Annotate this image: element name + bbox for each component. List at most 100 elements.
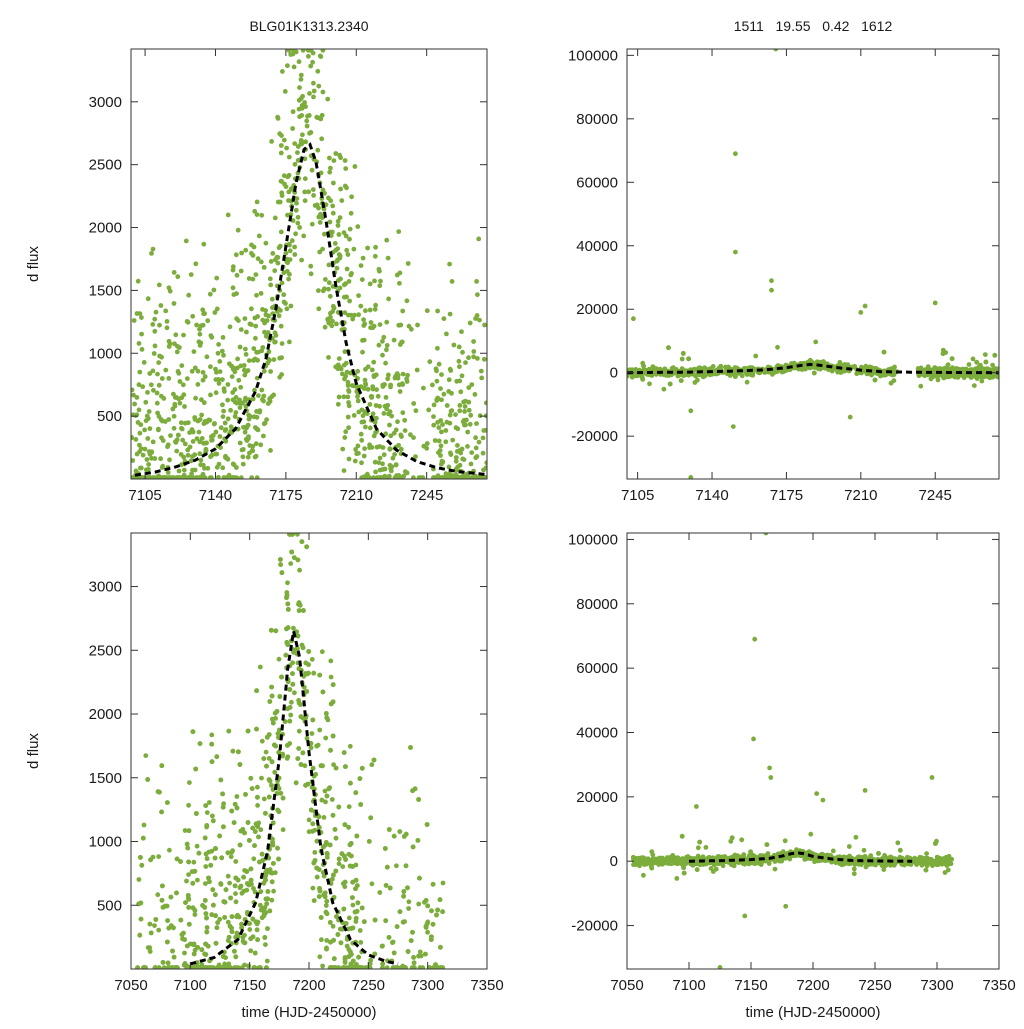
data-point [439,430,444,435]
data-point [328,294,333,299]
data-point [265,959,270,964]
data-point [329,323,334,328]
data-point [212,422,217,427]
data-point [983,352,988,357]
data-point [431,882,436,887]
data-point [417,876,422,881]
data-point [386,256,391,261]
data-point [419,954,424,959]
data-point [348,949,353,954]
data-point [199,397,204,402]
data-point [178,918,183,923]
data-point [347,279,352,284]
data-point [152,317,157,322]
data-point [320,798,325,803]
data-point [287,155,292,160]
data-point [317,954,322,959]
data-point [383,846,388,851]
data-point [235,273,240,278]
data-point [179,363,184,368]
data-point [147,409,152,414]
data-point [333,827,338,832]
data-point [204,916,209,921]
data-point [331,813,336,818]
data-point [330,309,335,314]
data-point [319,937,324,942]
data-point [408,432,413,437]
data-point [250,786,255,791]
data-point [962,373,967,378]
data-point [183,900,188,905]
data-point [191,860,196,865]
data-point [392,452,397,457]
data-point [399,447,404,452]
data-point [344,921,349,926]
y-tick-label: 100000 [568,47,618,64]
data-point [268,448,273,453]
data-point [231,462,236,467]
data-point [323,891,328,896]
data-point [235,794,240,799]
data-point [475,454,480,459]
data-point [253,455,258,460]
data-point [249,306,254,311]
data-point [281,827,286,832]
data-point [170,949,175,954]
data-point [292,65,297,70]
data-point [368,308,373,313]
data-point [197,851,202,856]
data-point [974,360,979,365]
data-point [330,319,335,324]
data-point [158,456,163,461]
data-point [448,367,453,372]
data-point [166,442,171,447]
data-point [477,440,482,445]
data-point [218,434,223,439]
data-point [264,241,269,246]
data-point [882,350,887,355]
data-point [319,136,324,141]
data-point [223,900,228,905]
data-point [172,270,177,275]
data-point [377,267,382,272]
data-point [243,248,248,253]
y-tick-label: 1000 [89,834,122,851]
data-point [457,359,462,364]
data-point [157,283,162,288]
data-point [149,931,154,936]
data-point [208,364,213,369]
plot-frame [627,49,999,479]
data-point [482,323,487,328]
data-point [159,435,164,440]
data-point [203,803,208,808]
data-point [236,934,241,939]
data-point [447,262,452,267]
data-point [336,402,341,407]
data-point [191,430,196,435]
data-point [254,293,259,298]
data-point [318,220,323,225]
data-point [263,811,268,816]
data-point [299,113,304,118]
data-point [141,836,146,841]
data-point [299,762,304,767]
data-point [243,792,248,797]
data-point [268,779,273,784]
data-point [334,914,339,919]
data-point [331,181,336,186]
data-point [198,417,203,422]
data-point [378,456,383,461]
data-point [347,389,352,394]
data-point [950,356,955,361]
data-point [436,450,441,455]
data-point [261,434,266,439]
data-point [187,780,192,785]
data-point [342,282,347,287]
data-point [253,336,258,341]
data-point [348,781,353,786]
data-point [241,889,246,894]
data-point [205,925,210,930]
data-point [405,298,410,303]
data-point [223,428,228,433]
data-point [239,269,244,274]
